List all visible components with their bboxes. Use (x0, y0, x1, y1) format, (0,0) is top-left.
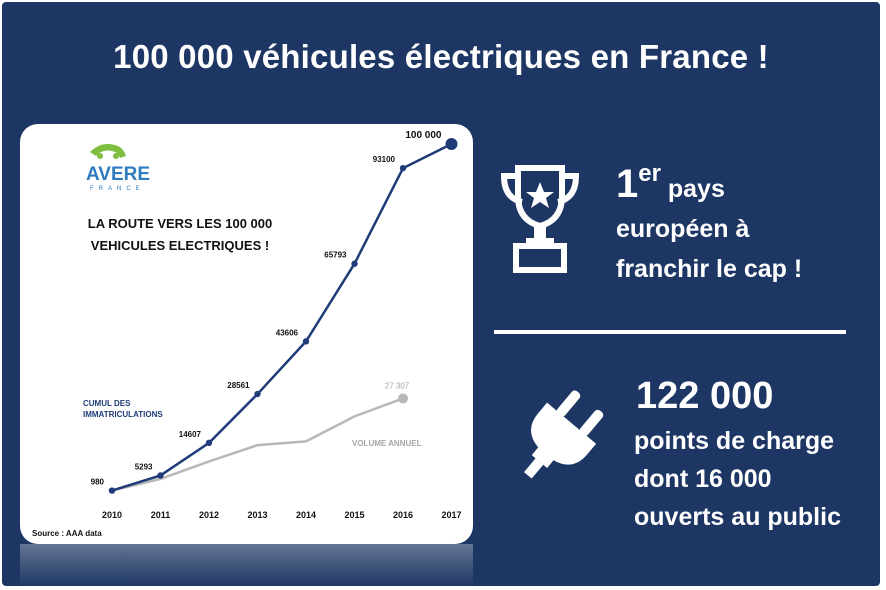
plug-icon (524, 390, 604, 479)
logo-car-shape (90, 144, 126, 158)
avere-logo: AVERE FRANCE (86, 144, 150, 192)
chart-source: Source : AAA data (32, 529, 102, 538)
chart-heading-line1: LA ROUTE VERS LES 100 000 (88, 216, 272, 231)
cumul-point (351, 260, 358, 267)
rank-line1-rest: pays (660, 175, 725, 203)
charge-line1: points de charge (634, 427, 835, 455)
rank-line2: européen à (616, 215, 750, 243)
x-tick-label: 2013 (247, 510, 267, 520)
trophy-neck-shape (526, 238, 554, 244)
cumul-data-label: 28561 (227, 381, 250, 390)
slide-title: 100 000 véhicules électriques en France … (113, 38, 769, 75)
series-label-cumul-line1: CUMUL DES (83, 399, 131, 408)
rank-line3: franchir le cap ! (616, 255, 803, 283)
chart-heading-line2: VEHICULES ELECTRIQUES ! (91, 238, 269, 253)
cumul-data-label: 980 (91, 478, 105, 487)
cumul-point (399, 164, 407, 172)
x-tick-label: 2012 (199, 510, 219, 520)
volume-point (398, 393, 408, 404)
chart-reflection (20, 544, 473, 586)
cumul-point (108, 487, 116, 494)
charge-number: 122 000 (636, 375, 774, 417)
cumul-point (302, 338, 310, 345)
rank-text: 1er pays européen à franchir le cap ! (616, 154, 876, 289)
cumul-point (205, 439, 213, 447)
rank-suffix: er (638, 160, 661, 187)
cumul-data-label: 93100 (373, 155, 396, 164)
x-tick-label: 2014 (296, 510, 316, 520)
rank-number: 1 (616, 162, 639, 206)
charge-line3: ouverts au public (634, 503, 841, 531)
stats-panel: 1er pays européen à franchir le cap ! 12… (482, 132, 880, 582)
logo-wheel-shape (97, 153, 103, 159)
series-label-volume: VOLUME ANNUEL (352, 439, 422, 448)
chart-card: AVERE FRANCE LA ROUTE VERS LES 100 000 V… (20, 124, 473, 544)
plug-shape (524, 390, 604, 479)
x-axis-ticks: 2010 2011 2012 2013 2014 2015 2016 2017 (102, 510, 462, 520)
cumul-line (111, 142, 453, 492)
divider (494, 330, 846, 334)
trophy-base-shape (513, 243, 567, 273)
trophy-star-shape (526, 182, 554, 208)
x-tick-label: 2010 (102, 510, 122, 520)
cumul-point (157, 472, 164, 479)
x-tick-label: 2016 (393, 510, 413, 520)
cumul-data-label: 14607 (179, 430, 202, 439)
trophy-handle-shape (500, 173, 523, 205)
logo-text: AVERE (86, 164, 150, 185)
plug-cable-shape (524, 458, 544, 479)
reflection-gradient (20, 544, 473, 586)
logo-wheel-shape (113, 153, 119, 159)
cumul-data-label: 65793 (324, 251, 347, 260)
charge-line2: dont 16 000 (634, 465, 772, 493)
plug-prong-shape (579, 409, 604, 436)
cumul-point (445, 138, 458, 150)
cumul-data-label: 43606 (276, 328, 299, 337)
x-tick-label: 2011 (151, 510, 171, 520)
trophy-icon (500, 165, 580, 273)
rank-line1: 1er pays (616, 154, 876, 209)
volume-data-label: 27 307 (385, 381, 410, 390)
cumul-data-label: 100 000 (405, 130, 442, 141)
series-label-cumul-line2: IMMATRICULATIONS (83, 410, 163, 419)
trophy-handle-shape (557, 173, 580, 205)
trophy-stem-shape (534, 226, 546, 238)
charge-text: points de charge dont 16 000 ouverts au … (634, 422, 880, 536)
logo-subtext: FRANCE (90, 186, 145, 192)
volume-line (111, 397, 404, 492)
plug-body-shape (531, 402, 597, 468)
series-cumul: 980 5293 14607 28561 43606 65793 93100 100 000 (91, 130, 458, 494)
plug-prong-shape (556, 390, 581, 417)
cumul-data-label: 5293 (135, 462, 153, 471)
cumul-point (254, 390, 261, 398)
x-tick-label: 2015 (344, 510, 364, 520)
series-volume: 27 307 (111, 381, 410, 492)
x-tick-label: 2017 (441, 510, 461, 520)
line-chart: AVERE FRANCE LA ROUTE VERS LES 100 000 V… (32, 130, 462, 538)
